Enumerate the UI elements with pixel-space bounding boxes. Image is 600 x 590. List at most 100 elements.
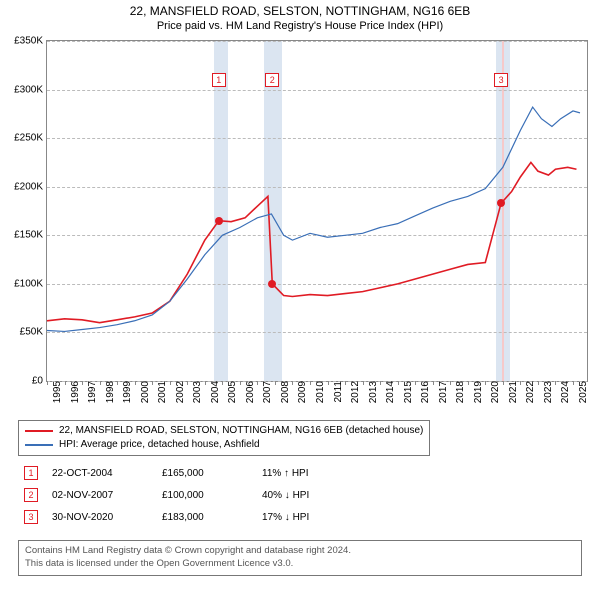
sale-dot	[215, 217, 223, 225]
x-tick	[82, 381, 83, 385]
y-axis-label: £350K	[14, 36, 47, 47]
transaction-marker: 2	[24, 488, 38, 502]
x-tick	[135, 381, 136, 385]
chart-marker: 1	[212, 73, 226, 87]
x-axis-label: 2002	[173, 381, 186, 403]
y-axis-label: £300K	[14, 84, 47, 95]
x-axis-label: 2020	[488, 381, 501, 403]
x-tick	[47, 381, 48, 385]
sale-dot	[497, 199, 505, 207]
x-axis-label: 2024	[558, 381, 571, 403]
x-axis-label: 2013	[366, 381, 379, 403]
x-tick	[503, 381, 504, 385]
legend-label: 22, MANSFIELD ROAD, SELSTON, NOTTINGHAM,…	[59, 424, 423, 438]
transaction-delta: 11% ↑ HPI	[262, 468, 352, 479]
x-tick	[345, 381, 346, 385]
transaction-price: £165,000	[162, 468, 262, 479]
x-axis-label: 1995	[50, 381, 63, 403]
x-tick	[468, 381, 469, 385]
x-axis-label: 2006	[243, 381, 256, 403]
footer-line2: This data is licensed under the Open Gov…	[25, 558, 575, 571]
x-axis-label: 2025	[576, 381, 589, 403]
x-tick	[433, 381, 434, 385]
legend-label: HPI: Average price, detached house, Ashf…	[59, 438, 260, 452]
transaction-marker: 3	[24, 510, 38, 524]
x-tick	[310, 381, 311, 385]
x-tick	[222, 381, 223, 385]
legend-item: HPI: Average price, detached house, Ashf…	[25, 438, 423, 452]
transaction-delta: 17% ↓ HPI	[262, 512, 352, 523]
x-axis-label: 1996	[68, 381, 81, 403]
y-axis-label: £50K	[20, 327, 47, 338]
x-tick	[117, 381, 118, 385]
x-axis-label: 2011	[331, 381, 344, 403]
x-tick	[415, 381, 416, 385]
x-tick	[292, 381, 293, 385]
transaction-row: 122-OCT-2004£165,00011% ↑ HPI	[24, 462, 352, 484]
footer-line1: Contains HM Land Registry data © Crown c…	[25, 545, 575, 558]
legend-swatch	[25, 444, 53, 446]
price-chart: £0£50K£100K£150K£200K£250K£300K£350K1995…	[46, 40, 588, 382]
x-axis-label: 2008	[278, 381, 291, 403]
x-axis-label: 2000	[138, 381, 151, 403]
y-axis-label: £0	[32, 376, 47, 387]
x-tick	[450, 381, 451, 385]
x-tick	[555, 381, 556, 385]
transaction-price: £183,000	[162, 512, 262, 523]
x-axis-label: 1997	[85, 381, 98, 403]
y-axis-label: £100K	[14, 278, 47, 289]
x-axis-label: 2017	[436, 381, 449, 403]
legend-item: 22, MANSFIELD ROAD, SELSTON, NOTTINGHAM,…	[25, 424, 423, 438]
transaction-delta: 40% ↓ HPI	[262, 490, 352, 501]
y-axis-label: £250K	[14, 133, 47, 144]
x-tick	[205, 381, 206, 385]
x-axis-label: 2015	[401, 381, 414, 403]
x-axis-label: 1998	[103, 381, 116, 403]
x-tick	[257, 381, 258, 385]
x-tick	[520, 381, 521, 385]
x-axis-label: 2005	[225, 381, 238, 403]
x-axis-label: 2023	[541, 381, 554, 403]
x-axis-label: 2016	[418, 381, 431, 403]
x-axis-label: 2014	[383, 381, 396, 403]
x-axis-label: 2009	[295, 381, 308, 403]
x-tick	[328, 381, 329, 385]
x-tick	[65, 381, 66, 385]
transaction-date: 22-OCT-2004	[52, 468, 162, 479]
legend-swatch	[25, 430, 53, 432]
x-axis-label: 2001	[155, 381, 168, 403]
x-axis-label: 2012	[348, 381, 361, 403]
legend: 22, MANSFIELD ROAD, SELSTON, NOTTINGHAM,…	[18, 420, 430, 456]
transaction-price: £100,000	[162, 490, 262, 501]
y-axis-label: £150K	[14, 230, 47, 241]
series-svg	[47, 41, 587, 381]
transaction-row: 3 30-NOV-2020£183,00017% ↓ HPI	[24, 506, 352, 528]
x-tick	[398, 381, 399, 385]
series-property	[47, 162, 576, 322]
x-tick	[538, 381, 539, 385]
transaction-row: 2 02-NOV-2007£100,00040% ↓ HPI	[24, 484, 352, 506]
chart-subtitle: Price paid vs. HM Land Registry's House …	[0, 20, 600, 32]
attribution-footer: Contains HM Land Registry data © Crown c…	[18, 540, 582, 576]
transactions-list: 122-OCT-2004£165,00011% ↑ HPI 2 02-NOV-200…	[24, 462, 352, 528]
x-axis-label: 2003	[190, 381, 203, 403]
x-axis-label: 1999	[120, 381, 133, 403]
x-tick	[152, 381, 153, 385]
x-axis-label: 2019	[471, 381, 484, 403]
x-axis-label: 2022	[523, 381, 536, 403]
chart-title: 22, MANSFIELD ROAD, SELSTON, NOTTINGHAM,…	[0, 0, 600, 20]
x-axis-label: 2018	[453, 381, 466, 403]
transaction-date: 30-NOV-2020	[52, 512, 162, 523]
transaction-date: 02-NOV-2007	[52, 490, 162, 501]
x-axis-label: 2007	[260, 381, 273, 403]
series-hpi	[47, 107, 580, 331]
x-axis-label: 2004	[208, 381, 221, 403]
x-tick	[187, 381, 188, 385]
x-axis-label: 2010	[313, 381, 326, 403]
x-axis-label: 2021	[506, 381, 519, 403]
x-tick	[573, 381, 574, 385]
x-tick	[170, 381, 171, 385]
y-axis-label: £200K	[14, 181, 47, 192]
x-tick	[240, 381, 241, 385]
x-tick	[275, 381, 276, 385]
